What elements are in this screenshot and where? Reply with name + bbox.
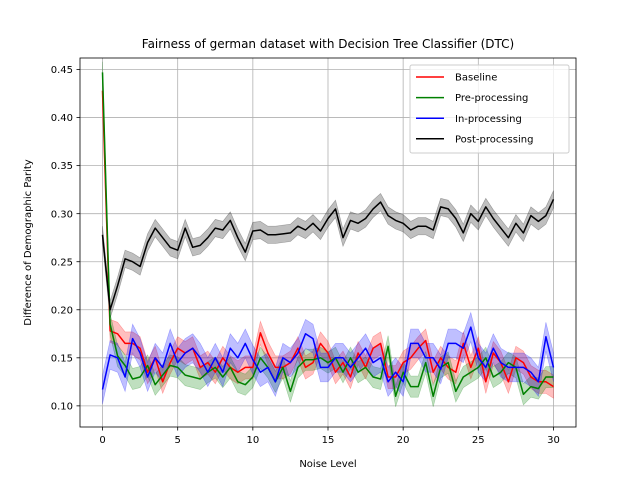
x-tick-label: 0 <box>99 435 105 446</box>
in-processing-legend-label: In-processing <box>455 114 522 125</box>
x-axis-label: Noise Level <box>299 459 356 470</box>
post-processing-legend-label: Post-processing <box>455 134 533 145</box>
legend-frame <box>409 64 570 154</box>
x-tick-label: 15 <box>322 435 335 446</box>
y-axis-label: Difference of Demographic Parity <box>23 159 34 326</box>
in-processing-band <box>102 311 554 404</box>
legend: Baseline Pre-processing In-processing Post-… <box>409 64 570 154</box>
y-tick-label: 0.35 <box>51 161 73 172</box>
y-tick-label: 0.45 <box>51 65 73 76</box>
y-tick-label: 0.15 <box>51 353 73 364</box>
x-axis-ticks: 0 5 10 15 20 25 30 <box>99 427 560 446</box>
grid <box>80 58 576 427</box>
chart-title: Fairness of german dataset with Decision… <box>142 37 514 51</box>
y-tick-label: 0.25 <box>51 257 73 268</box>
y-tick-label: 0.20 <box>51 305 73 316</box>
in-processing-line <box>101 326 555 390</box>
y-tick-label: 0.40 <box>51 113 73 124</box>
x-tick-label: 10 <box>246 435 259 446</box>
y-axis-ticks: 0.10 0.15 0.20 0.25 0.30 0.35 0.40 0.45 <box>51 65 80 412</box>
x-tick-label: 5 <box>175 435 181 446</box>
x-tick-label: 25 <box>472 435 485 446</box>
baseline-legend-label: Baseline <box>455 73 497 84</box>
y-tick-label: 0.30 <box>51 209 73 220</box>
y-tick-label: 0.10 <box>51 401 73 412</box>
baseline-line <box>101 90 554 388</box>
x-tick-label: 20 <box>397 435 410 446</box>
pre-processing-line <box>101 72 554 398</box>
post-processing-band <box>102 190 554 319</box>
post-processing-line <box>101 198 555 311</box>
pre-processing-legend-label: Pre-processing <box>455 93 528 104</box>
series-lines <box>101 72 555 398</box>
x-tick-label: 30 <box>547 435 560 446</box>
